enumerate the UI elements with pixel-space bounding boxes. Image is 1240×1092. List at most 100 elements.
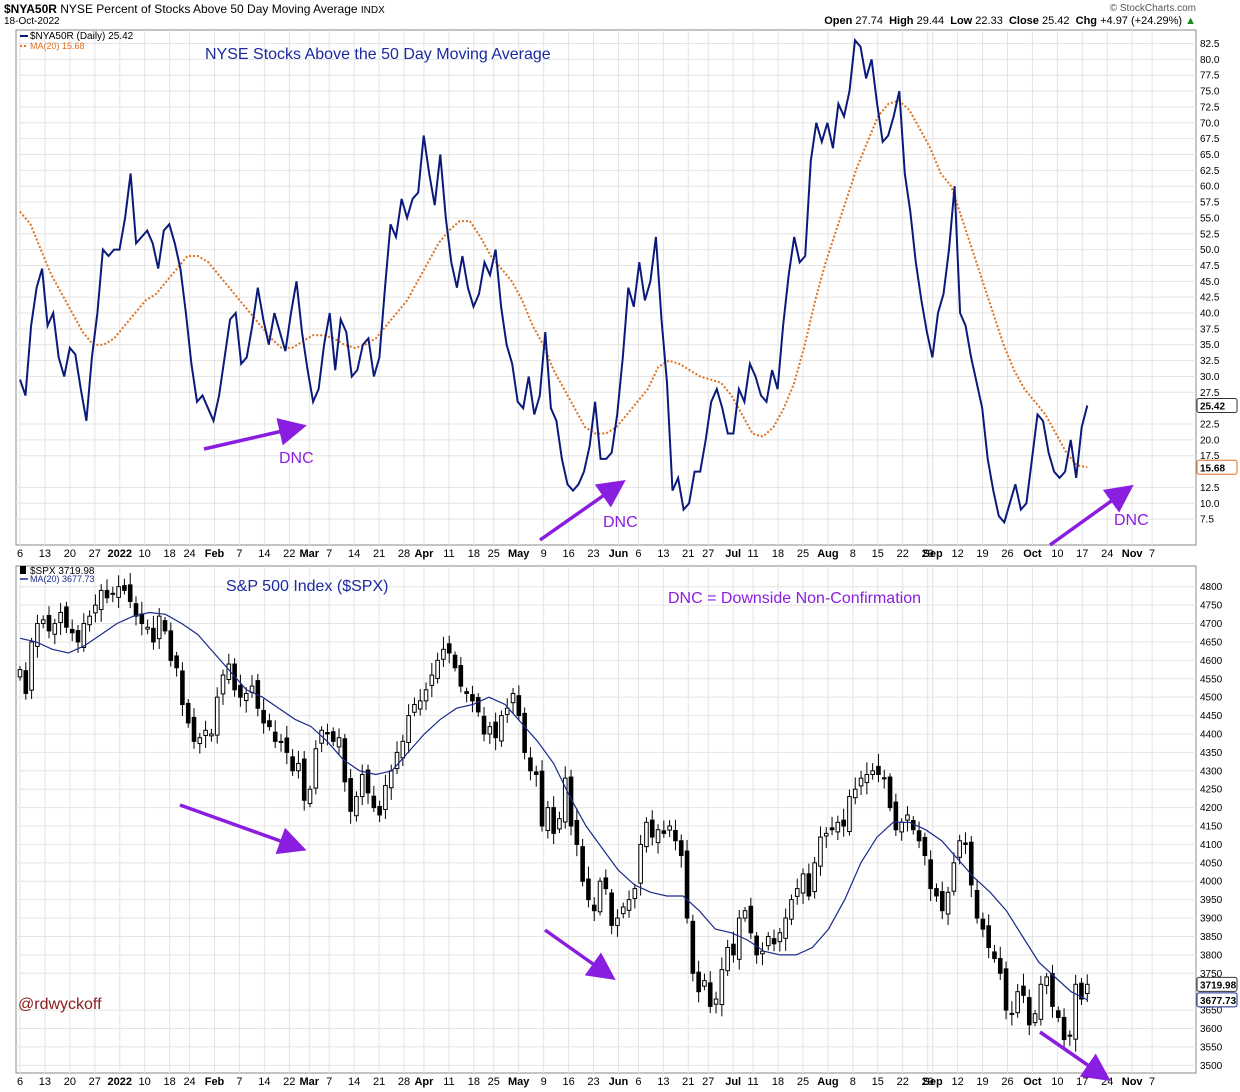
spx-y-tick-label: 4800 — [1200, 582, 1223, 593]
nya-y-tick-label: 75.0 — [1200, 87, 1220, 98]
spx-candle-up — [220, 674, 226, 695]
nya-x-tick-label: 2022 — [108, 548, 132, 560]
spx-candle-up — [197, 737, 203, 745]
spx-ma-legend-label: MA(20) 3677.73 — [30, 574, 95, 584]
spx-x-tick-label: 26 — [1001, 1076, 1013, 1088]
nya-x-tick-label: Mar — [299, 548, 319, 560]
spx-y-tick-label: 4550 — [1200, 674, 1223, 685]
spx-candle-up — [412, 704, 417, 713]
spx-candle-down — [191, 716, 197, 742]
nya-y-tick-label: 42.5 — [1200, 293, 1220, 304]
spx-candle-up — [562, 777, 568, 823]
spx-candle-up — [1084, 983, 1090, 995]
spx-x-tick-label: 28 — [398, 1076, 410, 1088]
spx-x-tick-label: 6 — [635, 1076, 641, 1088]
spx-down-arrow-2 — [543, 928, 616, 981]
spx-candle-up — [760, 950, 765, 955]
nya-x-tick-label: Oct — [1023, 548, 1042, 560]
spx-x-tick-label: Mar — [299, 1076, 319, 1088]
spx-candle-up — [435, 659, 440, 679]
spx-x-tick-label: 17 — [1076, 1076, 1088, 1088]
spx-candle-up — [777, 932, 783, 943]
nya-y-tick-label: 80.0 — [1200, 55, 1220, 66]
dnc-arrow-3 — [1048, 484, 1134, 547]
spx-candle-down — [464, 691, 469, 694]
nya-x-tick-label: 13 — [39, 548, 51, 560]
nya-y-tick-label: 35.0 — [1200, 340, 1220, 351]
spx-candle-down — [1067, 1034, 1073, 1037]
spx-candle-down — [939, 891, 945, 912]
spx-y-tick-label: 4350 — [1200, 748, 1223, 759]
spx-candle-down — [678, 840, 684, 856]
spx-candle-down — [284, 737, 290, 753]
spx-candle-up — [725, 947, 730, 972]
spx-candle-up — [1073, 983, 1078, 1040]
chart-header-title: $NYA50R NYSE Percent of Stocks Above 50 … — [4, 2, 385, 16]
spx-y-tick-label: 4450 — [1200, 711, 1223, 722]
nya-x-tick-label: 22 — [283, 548, 295, 560]
nya-x-tick-label: 7 — [326, 548, 332, 560]
chg-label: Chg — [1075, 15, 1098, 27]
spx-candle-up — [823, 832, 829, 837]
spx-candle-down — [371, 795, 377, 809]
ohlc-readout: Open 27.74 High 29.44 Low 22.33 Close 25… — [824, 15, 1196, 27]
spx-candle-up — [429, 674, 435, 686]
spx-y-tick-label: 3650 — [1200, 1006, 1223, 1017]
spx-candle-down — [110, 592, 116, 595]
spx-x-tick-label: Oct — [1023, 1076, 1042, 1088]
spx-x-tick-label: 23 — [587, 1076, 599, 1088]
spx-down-arrow-1 — [179, 803, 307, 855]
spx-x-tick-label: 9 — [541, 1076, 547, 1088]
spx-candle-up — [702, 980, 707, 987]
nya-ma-badge: 15.68 — [1200, 463, 1225, 474]
spx-candle-up — [719, 969, 725, 1006]
spx-candle-down — [539, 770, 545, 827]
spx-candle-down — [470, 694, 475, 702]
nya-y-tick-label: 17.5 — [1200, 451, 1220, 462]
spx-candle-up — [742, 910, 748, 919]
spx-candle-up — [615, 917, 620, 926]
spx-candle-down — [591, 904, 597, 912]
spx-candle-up — [951, 862, 957, 892]
nya-x-tick-label: 14 — [258, 548, 270, 560]
spx-candle-down — [122, 585, 127, 591]
spx-candle-down — [829, 827, 835, 831]
symbol: $NYA50R — [4, 2, 57, 16]
nya-x-tick-label: 27 — [702, 548, 714, 560]
spx-candle-down — [168, 630, 174, 661]
spx-candle-up — [945, 891, 951, 915]
spx-x-tick-label: 10 — [139, 1076, 151, 1088]
spx-y-tick-label: 3950 — [1200, 895, 1223, 906]
spx-x-tick-label: 13 — [39, 1076, 51, 1088]
spx-y-tick-label: 3800 — [1200, 950, 1223, 961]
nya-x-tick-label: Nov — [1122, 548, 1144, 560]
spx-y-tick-label: 4150 — [1200, 822, 1223, 833]
spx-candle-down — [104, 589, 110, 599]
nya-y-tick-label: 37.5 — [1200, 324, 1220, 335]
spx-candle-up — [852, 788, 858, 799]
nya-y-tick-label: 30.0 — [1200, 372, 1220, 383]
spx-x-tick-label: 21 — [373, 1076, 385, 1088]
dnc-arrow-1 — [203, 418, 307, 451]
nya-y-tick-label: 50.0 — [1200, 245, 1220, 256]
spx-candle-up — [510, 692, 516, 704]
nya-x-tick-label: 25 — [797, 548, 809, 560]
spx-candle-down — [934, 888, 939, 897]
spx-candle-down — [1055, 1010, 1061, 1018]
nya-x-tick-label: 15 — [872, 548, 884, 560]
spx-candle-up — [354, 796, 359, 817]
spx-candle-down — [916, 830, 922, 842]
spx-candle-down — [533, 771, 539, 775]
high-value: 29.44 — [916, 15, 945, 27]
spx-x-tick-label: 18 — [772, 1076, 784, 1088]
nya-ma20-line — [19, 99, 1088, 469]
nya-x-tick-label: 25 — [488, 548, 500, 560]
spx-candle-down — [481, 715, 487, 735]
nya-x-tick-label: 29 — [922, 548, 934, 560]
spx-candle-up — [441, 648, 446, 660]
spx-candle-down — [580, 846, 585, 882]
spx-x-tick-label: Feb — [205, 1076, 225, 1088]
nya-x-tick-label: 12 — [951, 548, 963, 560]
spx-candle-down — [151, 627, 156, 643]
dnc-label-1: DNC — [279, 450, 314, 467]
